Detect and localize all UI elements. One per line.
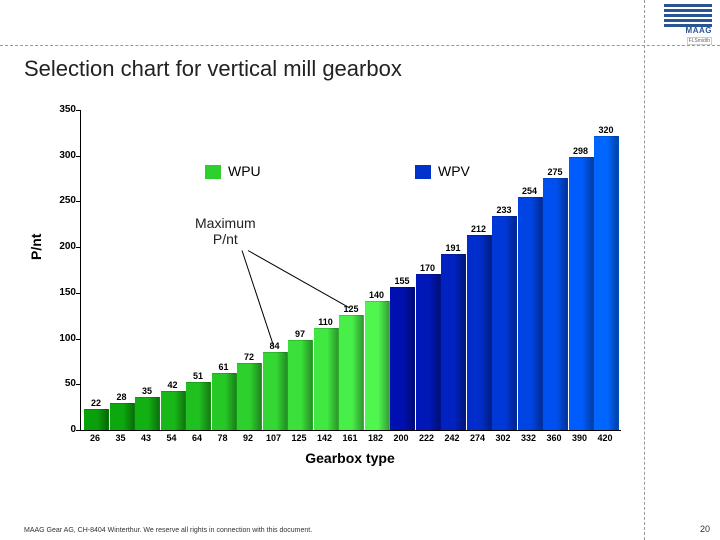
- x-tick-label: 78: [217, 433, 227, 443]
- bar-value-label: 233: [496, 205, 511, 215]
- bar-value-label: 51: [193, 371, 203, 381]
- bar-value-label: 22: [91, 398, 101, 408]
- top-divider: [0, 45, 720, 46]
- x-tick-label: 182: [368, 433, 383, 443]
- bar: [237, 363, 262, 430]
- bar-value-label: 275: [547, 167, 562, 177]
- x-tick-label: 35: [115, 433, 125, 443]
- bar: [263, 352, 288, 430]
- x-axis-label: Gearbox type: [80, 450, 620, 466]
- page-title: Selection chart for vertical mill gearbo…: [24, 56, 402, 82]
- logo-text: MAAG: [656, 26, 712, 35]
- x-tick-label: 92: [243, 433, 253, 443]
- y-tick-mark: [76, 293, 80, 294]
- bar-value-label: 212: [471, 224, 486, 234]
- bar-value-label: 298: [573, 146, 588, 156]
- x-tick-label: 43: [141, 433, 151, 443]
- y-tick-label: 0: [48, 424, 76, 435]
- bar: [543, 178, 568, 430]
- x-tick-label: 360: [546, 433, 561, 443]
- bar: [518, 197, 543, 430]
- y-tick-mark: [76, 247, 80, 248]
- y-tick-label: 300: [48, 150, 76, 161]
- y-axis-label: P/nt: [28, 234, 44, 260]
- bar-value-label: 191: [445, 243, 460, 253]
- bar-value-label: 320: [598, 125, 613, 135]
- bar: [569, 157, 594, 430]
- x-tick-label: 107: [266, 433, 281, 443]
- legend-wpu-swatch: [205, 165, 221, 179]
- bar-value-label: 61: [218, 362, 228, 372]
- bar: [492, 216, 517, 430]
- bar: [416, 274, 441, 430]
- bar-value-label: 72: [244, 352, 254, 362]
- bar-value-label: 35: [142, 386, 152, 396]
- bar-value-label: 42: [167, 380, 177, 390]
- x-tick-label: 161: [342, 433, 357, 443]
- x-tick-label: 420: [597, 433, 612, 443]
- footer-copyright: MAAG Gear AG, CH-8404 Winterthur. We res…: [24, 527, 312, 534]
- bar-value-label: 110: [318, 317, 333, 327]
- bar: [288, 340, 313, 430]
- page-number: 20: [700, 524, 710, 534]
- bar: [339, 315, 364, 430]
- annotation-max-pnt: Maximum P/nt: [195, 215, 256, 247]
- x-tick-label: 142: [317, 433, 332, 443]
- x-tick-label: 54: [166, 433, 176, 443]
- right-divider: [644, 0, 645, 540]
- x-tick-label: 274: [470, 433, 485, 443]
- x-tick-label: 125: [291, 433, 306, 443]
- x-tick-label: 222: [419, 433, 434, 443]
- bar: [186, 382, 211, 430]
- legend-wpu-label: WPU: [228, 163, 261, 179]
- bar: [161, 391, 186, 430]
- y-tick-mark: [76, 201, 80, 202]
- legend-wpv-label: WPV: [438, 163, 470, 179]
- logo-bars-icon: [664, 4, 712, 26]
- bar: [390, 287, 415, 430]
- bar: [135, 397, 160, 430]
- bar: [84, 409, 109, 430]
- y-tick-label: 350: [48, 104, 76, 115]
- y-tick-label: 150: [48, 287, 76, 298]
- y-tick-label: 100: [48, 333, 76, 344]
- selection-chart: P/nt Gearbox type 2228354251617284971101…: [30, 100, 630, 470]
- x-tick-label: 200: [393, 433, 408, 443]
- y-tick-mark: [76, 339, 80, 340]
- y-tick-mark: [76, 110, 80, 111]
- y-tick-mark: [76, 384, 80, 385]
- bar-value-label: 28: [116, 392, 126, 402]
- bar: [594, 136, 619, 430]
- bar: [365, 301, 390, 430]
- x-tick-label: 26: [90, 433, 100, 443]
- bar: [212, 373, 237, 430]
- bar-value-label: 97: [295, 329, 305, 339]
- bar: [441, 254, 466, 430]
- bar-value-label: 155: [394, 276, 409, 286]
- legend-wpv-swatch: [415, 165, 431, 179]
- bar: [110, 403, 135, 430]
- x-tick-label: 390: [572, 433, 587, 443]
- logo-subtext: FLSmidth: [687, 37, 712, 45]
- y-tick-label: 50: [48, 378, 76, 389]
- y-tick-label: 200: [48, 241, 76, 252]
- bar-value-label: 170: [420, 263, 435, 273]
- y-tick-label: 250: [48, 195, 76, 206]
- y-tick-mark: [76, 430, 80, 431]
- x-tick-label: 242: [444, 433, 459, 443]
- slide-root: MAAG FLSmidth Selection chart for vertic…: [0, 0, 720, 540]
- plot-area: 2228354251617284971101251401551701912122…: [80, 110, 621, 431]
- x-tick-label: 302: [495, 433, 510, 443]
- bar-value-label: 254: [522, 186, 537, 196]
- y-tick-mark: [76, 156, 80, 157]
- x-tick-label: 64: [192, 433, 202, 443]
- bar: [467, 235, 492, 430]
- bar: [314, 328, 339, 430]
- bar-value-label: 140: [369, 290, 384, 300]
- x-tick-label: 332: [521, 433, 536, 443]
- company-logo: MAAG FLSmidth: [656, 4, 712, 45]
